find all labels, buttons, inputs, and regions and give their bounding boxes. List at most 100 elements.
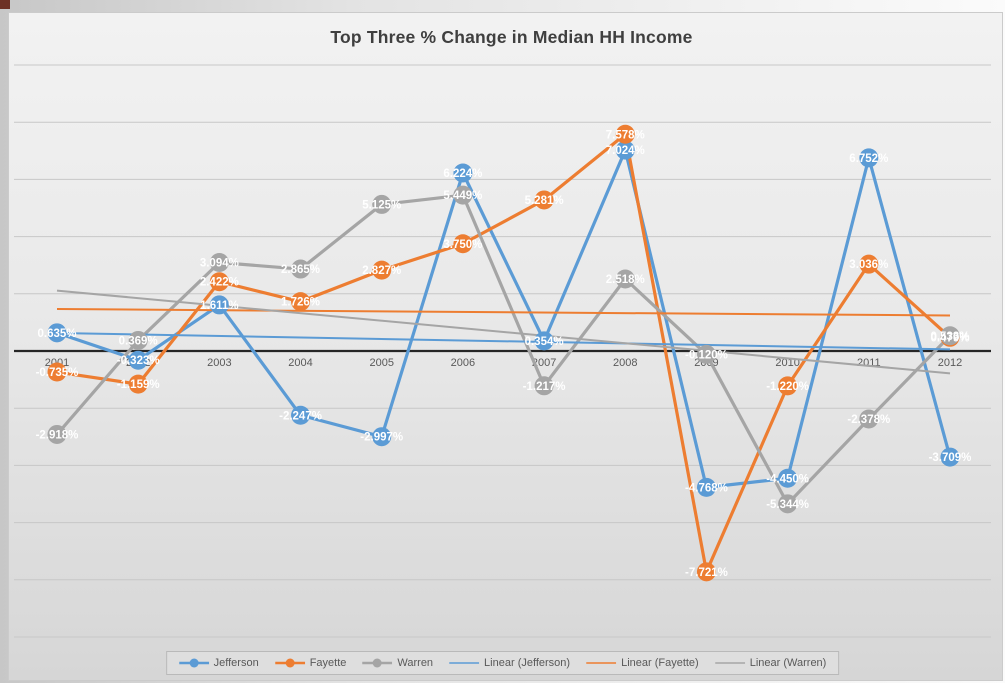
data-label-warren-2005: 5.125% [362,199,401,211]
data-point-warren-2008[interactable] [615,269,635,289]
data-point-fayette-2003[interactable] [209,272,229,292]
legend-item-linear-jefferson[interactable]: Linear (Jefferson) [449,657,570,669]
data-label-jefferson-2002: -0.323% [117,355,160,367]
chart-title: Top Three % Change in Median HH Income [330,27,693,47]
data-point-warren-2005[interactable] [372,194,392,214]
data-label-jefferson-2010: -4.450% [766,473,809,485]
series-legend-glyph [178,658,209,668]
data-point-fayette-2010[interactable] [778,376,798,396]
legend-item-linear-fayette[interactable]: Linear (Fayette) [586,657,699,669]
data-label-warren-2009: -0.120% [685,349,728,361]
series-legend-glyph [362,658,393,668]
data-point-jefferson-2003[interactable] [209,295,229,315]
data-point-fayette-2001[interactable] [47,362,67,382]
data-label-jefferson-2005: -2.997% [360,432,403,444]
data-point-warren-2012[interactable] [940,326,960,346]
data-label-warren-2012: 0.533% [930,331,969,343]
trendline-legend-glyph [449,662,480,664]
trendline-legend-glyph [586,662,617,664]
data-point-warren-2001[interactable] [47,424,67,444]
legend-item-fayette[interactable]: Fayette [274,657,347,669]
x-axis-label: 2012 [938,357,962,369]
x-axis-label: 2004 [288,357,312,369]
x-axis-label: 2006 [451,357,475,369]
data-point-warren-2003[interactable] [209,253,229,273]
data-point-jefferson-2004[interactable] [291,405,311,425]
x-axis-label: 2005 [369,357,393,369]
series-line-jefferson[interactable] [55,148,952,489]
data-label-jefferson-2007: 0.354% [525,336,564,348]
x-axis-label: 2007 [532,357,556,369]
legend-item-warren[interactable]: Warren [362,657,433,669]
data-point-fayette-2002[interactable] [128,374,148,394]
data-label-jefferson-2008: 7.024% [606,145,645,157]
data-point-warren-2011[interactable] [859,409,879,429]
data-point-jefferson-2002[interactable] [128,350,148,370]
data-point-fayette-2005[interactable] [372,260,392,280]
data-label-warren-2006: 5.449% [443,190,482,202]
legend-label: Linear (Fayette) [621,657,699,669]
x-axis-label: 2003 [207,357,231,369]
data-point-jefferson-2007[interactable] [534,331,554,351]
window-corner-artifact [0,0,10,9]
data-label-warren-2011: -2.378% [847,414,890,426]
series-line-warren[interactable] [55,193,952,506]
legend-label: Fayette [309,657,347,669]
data-point-fayette-2007[interactable] [534,190,554,210]
data-label-jefferson-2011: 6.752% [849,153,888,165]
data-label-fayette-2001: -0.735% [36,367,79,379]
data-point-warren-2002[interactable] [128,330,148,350]
legend-label: Jefferson [213,657,259,669]
x-axis-label: 2008 [613,357,637,369]
data-label-fayette-2012: 0.479% [930,332,969,344]
legend-item-linear-warren[interactable]: Linear (Warren) [714,657,827,669]
data-point-warren-2006[interactable] [453,185,473,205]
x-axis-label: 2010 [775,357,799,369]
trendline-fayette[interactable] [56,308,951,317]
data-point-fayette-2011[interactable] [859,254,879,274]
data-label-fayette-2010: -1.220% [766,381,809,393]
data-point-jefferson-2001[interactable] [47,323,67,343]
series-legend-glyph [274,658,305,668]
data-point-jefferson-2006[interactable] [453,163,473,183]
data-label-jefferson-2003: 1.611% [200,300,238,312]
data-label-fayette-2011: 3.036% [849,259,888,271]
legend-item-jefferson[interactable]: Jefferson [178,657,259,669]
trendline-legend-glyph [714,662,745,664]
trendline-jefferson[interactable] [56,331,951,351]
data-point-fayette-2006[interactable] [453,234,473,254]
legend-label: Warren [397,657,434,669]
legend: Jefferson Fayette Warren Linear (Jefferson)… [165,651,840,675]
data-point-warren-2004[interactable] [291,259,311,279]
data-point-fayette-2004[interactable] [291,292,311,312]
data-point-warren-2010[interactable] [778,494,798,514]
data-point-fayette-2009[interactable] [696,562,716,582]
data-point-jefferson-2010[interactable] [778,468,798,488]
data-label-jefferson-2012: -3.709% [929,452,972,464]
data-label-warren-2002: 0.369% [119,335,158,347]
data-label-jefferson-2001: 0.635% [37,328,76,340]
data-label-fayette-2007: 5.281% [525,195,564,207]
data-point-warren-2007[interactable] [534,376,554,396]
data-point-warren-2009[interactable] [696,344,716,364]
data-point-jefferson-2005[interactable] [372,427,392,447]
data-label-warren-2004: 2.865% [281,264,320,276]
legend-label: Linear (Jefferson) [484,657,571,669]
trendline-warren[interactable] [56,289,951,375]
data-label-warren-2003: 3.094% [200,258,239,270]
data-point-jefferson-2012[interactable] [940,447,960,467]
data-point-jefferson-2008[interactable] [615,140,635,160]
data-label-fayette-2004: 1.726% [281,297,320,309]
chart-area: Top Three % Change in Median HH Income [8,12,1003,681]
series-line-fayette[interactable] [55,132,952,574]
data-label-jefferson-2009: -4.768% [685,482,728,494]
data-point-jefferson-2009[interactable] [696,477,716,497]
data-label-fayette-2006: 3.750% [443,239,482,251]
data-point-jefferson-2011[interactable] [859,148,879,168]
data-label-fayette-2003: 2.422% [200,277,239,289]
data-label-jefferson-2004: -2.247% [279,410,322,422]
legend-label: Linear (Warren) [749,657,827,669]
data-label-fayette-2008: 7.578% [606,129,645,141]
data-point-fayette-2008[interactable] [615,124,635,144]
data-label-warren-2001: -2.918% [36,429,79,441]
